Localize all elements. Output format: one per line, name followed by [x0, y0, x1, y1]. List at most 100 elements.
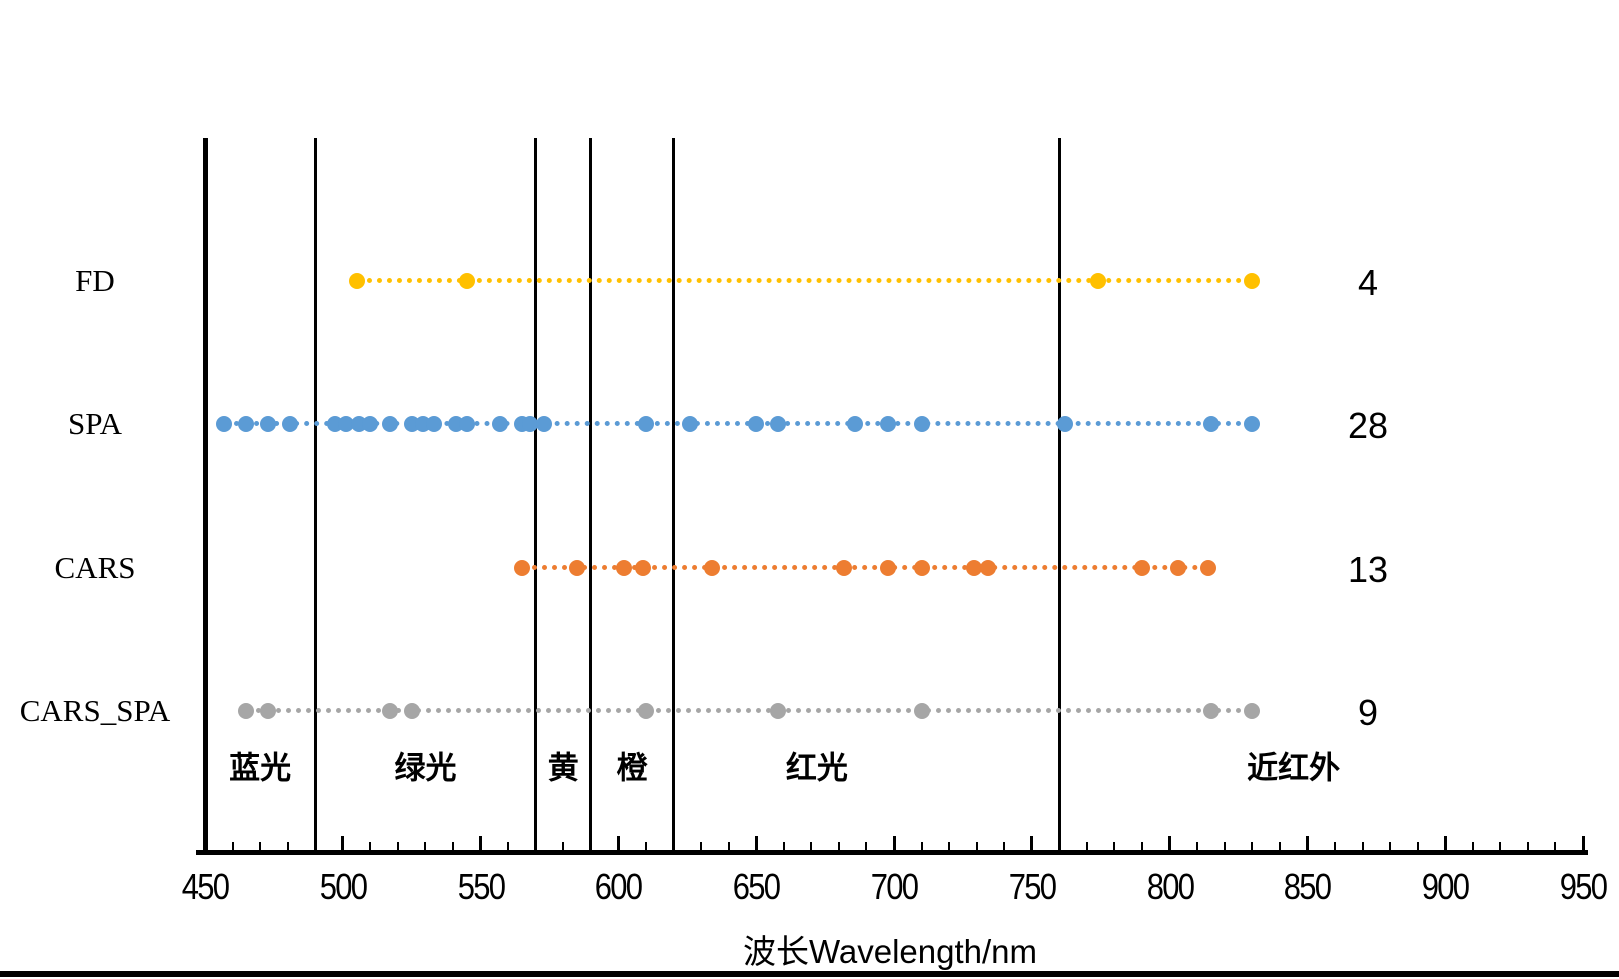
x-axis-tick [754, 836, 758, 850]
data-point [682, 416, 699, 432]
x-axis-tick [1361, 842, 1364, 850]
x-axis-tick [1003, 842, 1006, 850]
data-point [704, 560, 721, 576]
x-axis-tick [424, 842, 427, 850]
x-axis-tick [231, 842, 234, 850]
x-axis-tick [672, 842, 675, 850]
data-point [880, 416, 897, 432]
x-axis-tick [1251, 842, 1254, 850]
series-connector-line [356, 278, 1253, 283]
data-point [615, 560, 632, 576]
x-axis-tick [1196, 842, 1199, 850]
data-point [260, 416, 277, 432]
x-axis-tick-label: 600 [595, 866, 643, 907]
x-axis-tick [700, 842, 703, 850]
data-point [1089, 273, 1106, 289]
x-axis-tick [920, 842, 923, 850]
data-point [381, 703, 398, 719]
data-point [770, 416, 787, 432]
x-axis-tick [1113, 842, 1116, 850]
x-axis-tick [1333, 842, 1336, 850]
bottom-border [0, 971, 1619, 977]
x-axis-tick [589, 842, 592, 850]
x-axis-tick-label: 900 [1421, 866, 1470, 907]
data-point [770, 703, 787, 719]
data-point [836, 560, 853, 576]
x-axis-tick-label: 950 [1559, 866, 1608, 907]
data-point [348, 273, 365, 289]
x-axis-tick-label: 450 [181, 866, 230, 907]
x-axis-tick [782, 842, 785, 850]
data-point [847, 416, 864, 432]
x-axis-tick [259, 842, 262, 850]
data-point [1244, 703, 1261, 719]
data-point [260, 703, 277, 719]
data-point [522, 416, 539, 432]
data-point [1134, 560, 1151, 576]
x-axis-tick [1443, 836, 1447, 850]
x-axis-tick [616, 836, 620, 850]
series-count: 13 [1347, 549, 1389, 590]
series-count: 28 [1347, 405, 1389, 446]
x-axis-tick-label: 750 [1008, 866, 1057, 907]
data-point [913, 703, 930, 719]
data-point [458, 416, 475, 432]
x-axis-tick [892, 836, 896, 850]
x-axis-tick-label: 700 [870, 866, 919, 907]
x-axis-tick [948, 842, 951, 850]
series-connector-line [521, 565, 1209, 570]
region-boundary-line [672, 138, 676, 855]
x-axis-tick [837, 842, 840, 850]
x-axis-tick [534, 842, 537, 850]
region-label: 红光 [785, 750, 848, 786]
x-axis-tick [1168, 836, 1172, 850]
data-point [913, 560, 930, 576]
x-axis-tick-label: 500 [319, 866, 368, 907]
x-axis-title: 波长Wavelength/nm [742, 933, 1038, 970]
data-point [362, 416, 379, 432]
x-axis-tick-label: 800 [1146, 866, 1194, 907]
region-boundary-line [589, 138, 593, 855]
x-axis-tick [1278, 842, 1281, 850]
data-point [979, 560, 996, 576]
series-row-label: FD [75, 263, 115, 298]
region-label: 绿光 [394, 750, 457, 786]
x-axis-tick [1554, 842, 1557, 850]
data-point [635, 560, 652, 576]
x-axis-tick [865, 842, 868, 850]
data-point [748, 416, 765, 432]
data-point [425, 416, 442, 432]
data-point [381, 416, 398, 432]
x-axis-tick [369, 842, 372, 850]
data-point [1244, 273, 1261, 289]
x-axis-tick [286, 842, 289, 850]
data-point [491, 416, 508, 432]
x-axis-tick [1471, 842, 1474, 850]
data-point [216, 416, 233, 432]
data-point [913, 416, 930, 432]
region-label: 橙 [616, 750, 648, 786]
x-axis-tick [1030, 836, 1034, 850]
x-axis-tick [1141, 842, 1144, 850]
data-point [282, 416, 299, 432]
series-row-label: CARS_SPA [19, 693, 171, 728]
data-point [569, 560, 586, 576]
data-point [880, 560, 897, 576]
x-axis-tick [562, 842, 565, 850]
region-boundary-line [202, 138, 208, 855]
x-axis-tick [975, 842, 978, 850]
data-point [238, 703, 255, 719]
x-axis-tick [1389, 842, 1392, 850]
data-point [1200, 560, 1217, 576]
x-axis-tick [452, 842, 455, 850]
data-point [965, 560, 982, 576]
x-axis-tick [1223, 842, 1226, 850]
x-axis-tick [1058, 842, 1061, 850]
data-point [1244, 416, 1261, 432]
data-point [238, 416, 255, 432]
x-axis-tick [1526, 842, 1529, 850]
x-axis-tick [479, 836, 483, 850]
series-row-label: SPA [67, 406, 123, 441]
x-axis-tick [396, 842, 399, 850]
